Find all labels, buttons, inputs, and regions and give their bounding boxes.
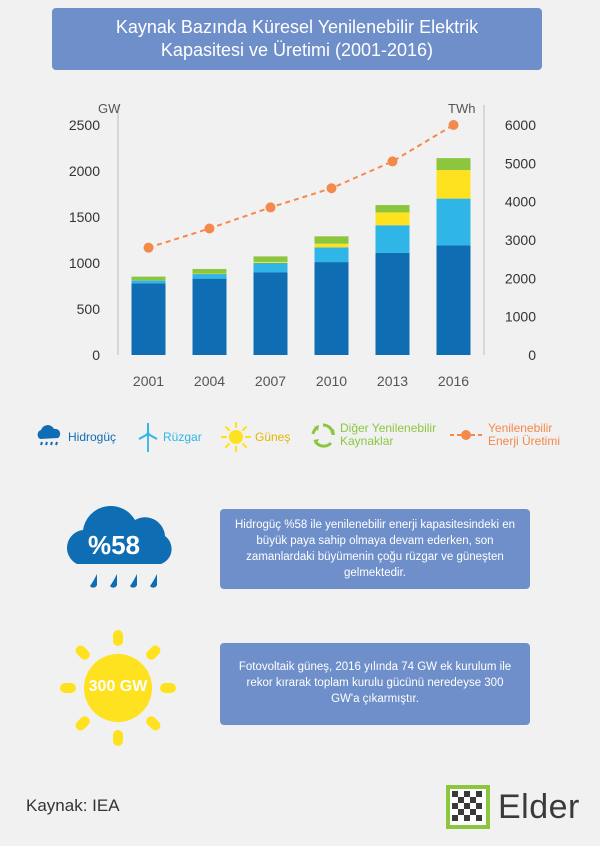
rain-cloud-icon — [37, 425, 61, 446]
generation-point — [448, 120, 459, 130]
bar-segment — [436, 198, 471, 246]
x-tick-label: 2004 — [194, 373, 225, 389]
legend-generation-line-2: Enerji Üretimi — [488, 434, 561, 448]
y-right-tick-label: 6000 — [505, 117, 536, 133]
bar-segment — [131, 276, 166, 281]
generation-point — [265, 202, 276, 213]
bar-segment — [253, 272, 288, 355]
logo: Elder — [446, 785, 580, 829]
x-tick-label: 2013 — [377, 373, 408, 389]
bar-segment — [375, 212, 410, 226]
x-tick-label: 2010 — [316, 373, 347, 389]
bar-segment — [131, 280, 166, 284]
title-banner: Kaynak Bazında Küresel Yenilenebilir Ele… — [52, 8, 542, 70]
bar-segment — [192, 268, 227, 274]
y-left-unit-label: GW — [98, 101, 121, 116]
bars-group — [131, 158, 471, 355]
bar-segment — [314, 243, 349, 248]
y-right-unit-label: TWh — [448, 101, 475, 116]
info-box-solar: Fotovoltaik güneş, 2016 yılında 74 GW ek… — [220, 643, 530, 725]
bar-segment — [375, 205, 410, 213]
legend-hydro: Hidrogüç — [34, 424, 116, 450]
capacity-chart: GW TWh 0 500 1000 1500 2000 2500 0 1000 2000 3000 40… — [69, 101, 536, 389]
legend-wind-label: Rüzgar — [163, 429, 202, 444]
y-right-tick-label: 0 — [528, 347, 536, 363]
bar-segment — [436, 170, 471, 199]
legend-solar: Güneş — [221, 422, 290, 452]
generation-line — [148, 124, 455, 249]
y-left-tick-label: 1000 — [69, 255, 100, 271]
title-line-2: Kapasitesi ve Üretimi (2001-2016) — [160, 40, 434, 60]
recycle-icon — [311, 423, 335, 448]
legend-other-line-1: Diğer Yenilenebilir — [340, 421, 437, 435]
y-left-tick-label: 500 — [77, 301, 101, 317]
legend: Hidrogüç Rüzgar Güneş — [0, 412, 600, 462]
bar-segment — [436, 245, 471, 355]
generation-point — [204, 223, 215, 234]
bar-segment — [253, 261, 288, 263]
legend-other: Diğer Yenilenebilir Kaynaklar — [310, 422, 436, 448]
wind-turbine-icon — [138, 423, 158, 452]
info-hydro-text: Hidrogüç %58 ile yenilenebilir enerji ka… — [235, 519, 515, 579]
info-box-hydro: Hidrogüç %58 ile yenilenebilir enerji ka… — [220, 509, 530, 589]
axes-group: GW TWh 0 500 1000 1500 2000 2500 0 1000 2000 3000 40… — [69, 101, 536, 389]
legend-other-line-2: Kaynaklar — [340, 434, 394, 448]
hydro-badge-text: %58 — [87, 530, 141, 560]
legend-wind: Rüzgar — [137, 422, 202, 452]
x-tick-label: 2007 — [255, 373, 286, 389]
bar-segment — [375, 252, 410, 355]
y-left-tick-label: 1500 — [69, 209, 100, 225]
source-label: Kaynak: IEA — [26, 796, 120, 815]
logo-text: Elder — [498, 787, 580, 826]
bar-segment — [314, 236, 349, 244]
bar-segment — [192, 278, 227, 355]
y-left-tick-label: 2500 — [69, 117, 100, 133]
bar-segment — [192, 274, 227, 279]
y-left-tick-label: 0 — [92, 347, 100, 363]
generation-point — [387, 156, 398, 167]
legend-generation-label: Yenilenebilir Enerji Üretimi — [488, 422, 560, 448]
bar-segment — [375, 225, 410, 253]
y-right-tick-label: 2000 — [505, 270, 536, 286]
generation-point — [326, 183, 337, 194]
solar-badge-text: 300 GW — [88, 678, 148, 695]
generation-point — [143, 242, 154, 253]
solar-sun-icon — [60, 630, 176, 746]
legend-hydro-label: Hidrogüç — [68, 429, 117, 444]
info-solar-text: Fotovoltaik güneş, 2016 yılında 74 GW ek… — [238, 661, 512, 705]
x-tick-label: 2016 — [438, 373, 469, 389]
bar-segment — [436, 158, 471, 171]
generation-line-group — [143, 120, 459, 253]
y-right-tick-label: 5000 — [505, 155, 536, 171]
legend-other-label: Diğer Yenilenebilir Kaynaklar — [340, 422, 436, 448]
hydro-cloud-icon — [67, 505, 172, 588]
title-line-1: Kaynak Bazında Küresel Yenilenebilir Ele… — [115, 17, 479, 37]
y-right-tick-label: 4000 — [505, 194, 536, 210]
bar-segment — [131, 283, 166, 355]
bar-segment — [253, 256, 288, 262]
bar-segment — [253, 263, 288, 273]
legend-solar-label: Güneş — [255, 429, 291, 444]
sun-icon — [221, 422, 251, 452]
y-left-tick-label: 2000 — [69, 163, 100, 179]
line-marker-icon — [450, 430, 482, 440]
legend-generation: Yenilenebilir Enerji Üretimi — [448, 422, 560, 448]
legend-generation-line-1: Yenilenebilir — [488, 421, 553, 435]
bar-segment — [314, 247, 349, 263]
y-right-tick-label: 3000 — [505, 232, 536, 248]
x-tick-label: 2001 — [133, 373, 164, 389]
elder-logo-icon — [446, 785, 490, 829]
y-right-tick-label: 1000 — [505, 309, 536, 325]
bar-segment — [314, 262, 349, 355]
